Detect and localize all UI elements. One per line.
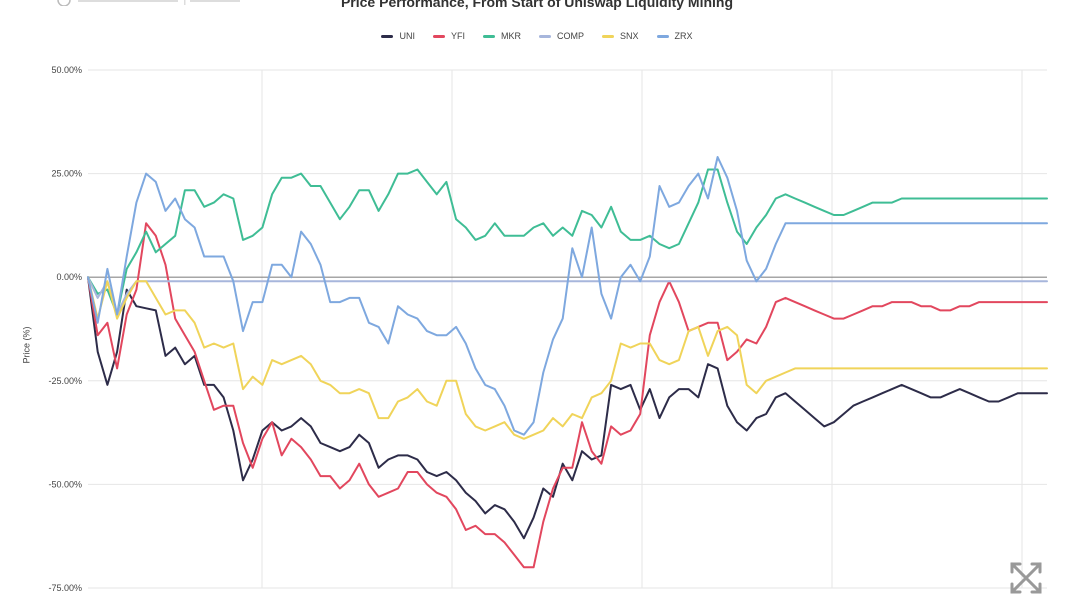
series-line-yfi xyxy=(87,222,1048,569)
legend-item[interactable]: SNX xyxy=(602,31,639,41)
legend-item[interactable]: MKR xyxy=(483,31,521,41)
y-tick-label: -25.00% xyxy=(48,376,82,386)
legend-swatch xyxy=(539,34,551,38)
y-tick-label: 0.00% xyxy=(56,272,82,282)
chart-legend: UNI YFI MKR COMP SNX ZRX xyxy=(0,31,1074,41)
legend-swatch xyxy=(432,34,445,38)
legend-swatch xyxy=(602,34,614,38)
legend-label: UNI xyxy=(399,31,415,41)
chart-title: Price Performance, From Start of Uniswap… xyxy=(340,0,734,10)
legend-label: SNX xyxy=(620,31,639,41)
legend-swatch xyxy=(381,34,394,38)
legend-swatch xyxy=(483,34,495,38)
legend-label: COMP xyxy=(557,31,584,41)
y-tick-label: 25.00% xyxy=(51,169,82,179)
legend-item[interactable]: YFI xyxy=(432,31,465,41)
legend-label: ZRX xyxy=(674,31,693,41)
expand-icon[interactable] xyxy=(1008,560,1044,596)
series-line-snx xyxy=(87,276,1048,440)
series-line-mkr xyxy=(87,168,1048,316)
series-line-zrx xyxy=(87,156,1048,436)
brand-logo xyxy=(57,0,240,6)
series-line-uni xyxy=(87,276,1048,540)
y-tick-label: -75.00% xyxy=(48,583,82,592)
legend-item[interactable]: COMP xyxy=(539,31,584,41)
y-tick-label: 50.00% xyxy=(51,65,82,75)
y-tick-label: -50.00% xyxy=(48,479,82,489)
legend-label: MKR xyxy=(501,31,521,41)
legend-item[interactable]: ZRX xyxy=(656,31,693,41)
legend-label: YFI xyxy=(450,31,465,41)
legend-item[interactable]: UNI xyxy=(381,31,415,41)
legend-swatch xyxy=(656,34,669,38)
